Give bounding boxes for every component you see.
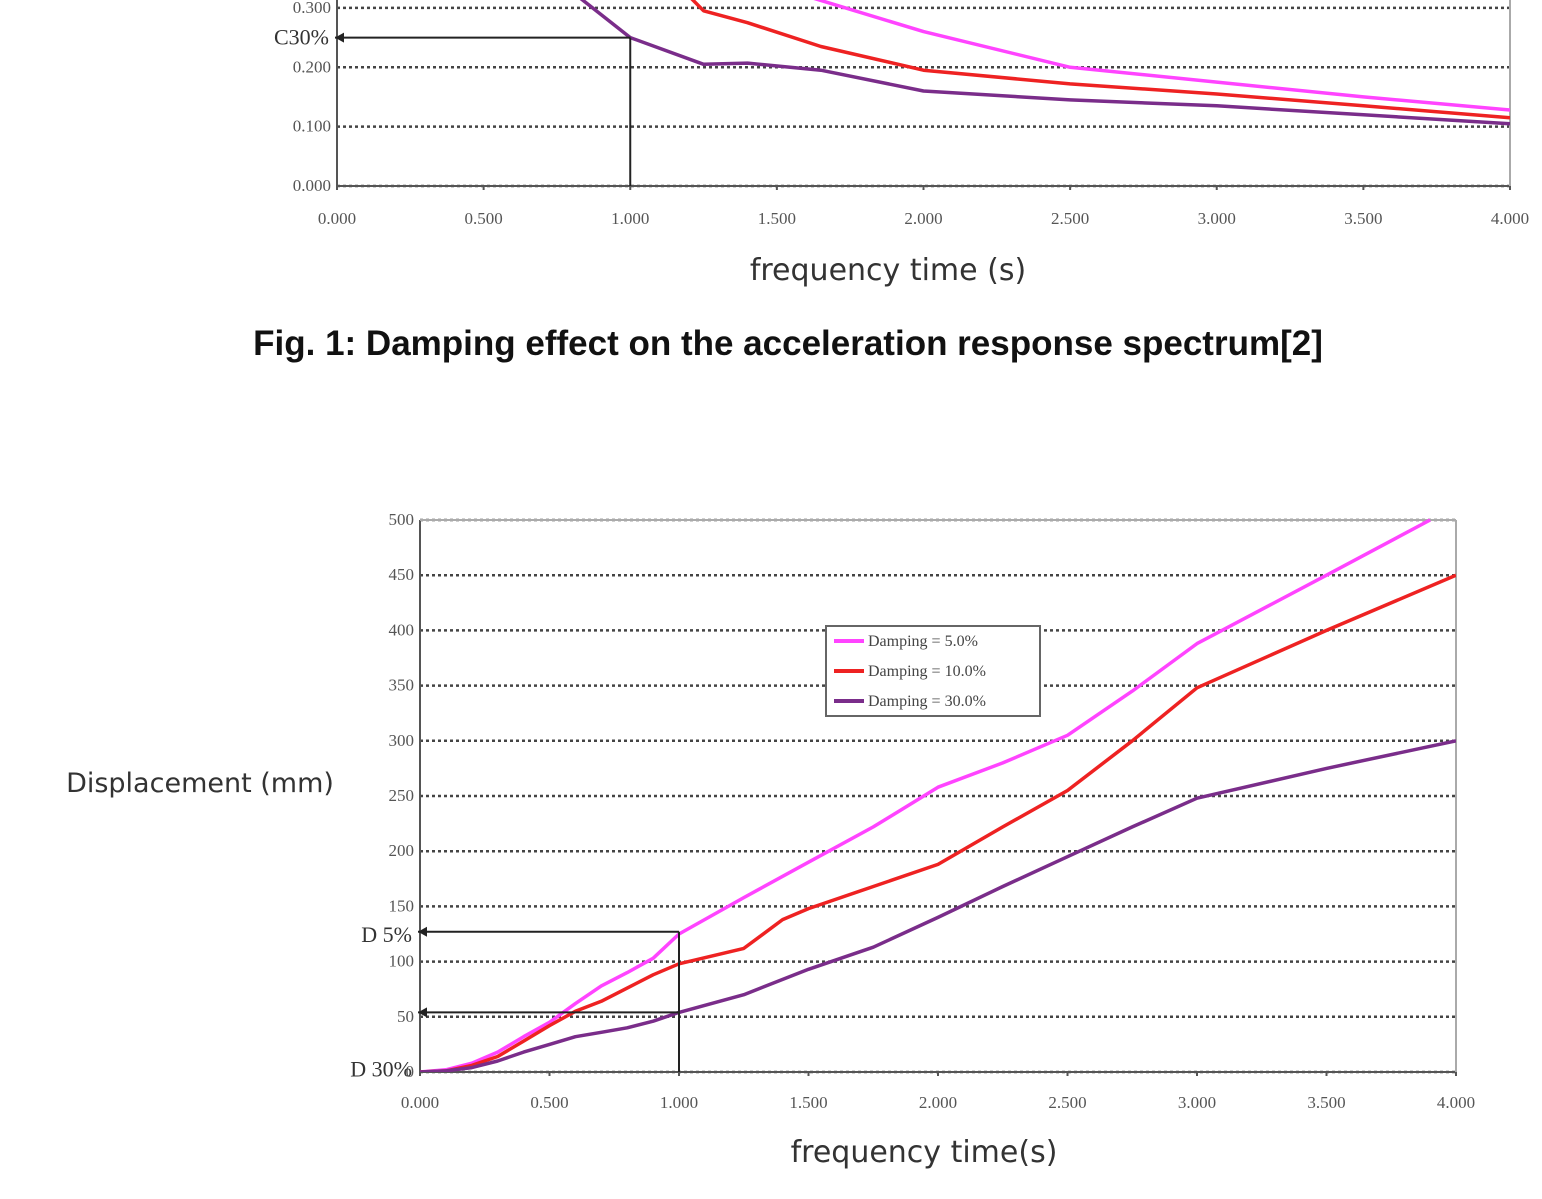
acc-y-tick-label: 0.200 — [293, 57, 331, 76]
acc-x-tick-label: 3.000 — [1198, 209, 1236, 228]
disp-annotation-arrow — [418, 926, 427, 937]
disp-y-tick-label: 500 — [389, 510, 415, 529]
disp-annotation-arrow — [418, 1007, 427, 1018]
disp-annotation-label: D 30% — [350, 1056, 412, 1081]
disp-y-tick-label: 350 — [389, 676, 415, 695]
acc-annotation-arrow — [335, 32, 344, 43]
acc-y-tick-label: 0.300 — [293, 0, 331, 17]
disp-x-tick-label: 0.000 — [401, 1093, 439, 1112]
acc-series-line-2 — [690, 0, 1510, 120]
disp-y-tick-label: 0 — [406, 1062, 415, 1081]
acc-x-tick-label: 1.000 — [611, 209, 649, 228]
acc-x-tick-label: 1.500 — [758, 209, 796, 228]
acc-x-tick-label: 0.500 — [465, 209, 503, 228]
disp-x-tick-label: 2.000 — [919, 1093, 957, 1112]
disp-y-tick-label: 300 — [389, 731, 415, 750]
displacement-chart-xlabel: frequency time(s) — [791, 1135, 1058, 1170]
disp-x-tick-label: 1.500 — [789, 1093, 827, 1112]
displacement-chart: 0 50 100 150 200 250 300 350 400 450 500 0.000 0.500… — [350, 510, 1475, 1112]
disp-y-tick-label: 400 — [389, 620, 415, 639]
disp-annotation-label: D 5% — [361, 922, 412, 947]
disp-series-line-2 — [420, 573, 1456, 1072]
disp-y-tick-label: 200 — [389, 841, 415, 860]
disp-x-tick-label: 2.500 — [1048, 1093, 1086, 1112]
acc-series-line-1 — [813, 0, 1510, 112]
disp-y-tick-label: 450 — [389, 565, 415, 584]
acceleration-chart-xlabel: frequency time (s) — [750, 253, 1026, 288]
displacement-chart-ylabel: Displacement (mm) — [66, 768, 334, 799]
acc-x-tick-label: 2.000 — [904, 209, 942, 228]
acc-annotation-label: C30% — [274, 25, 329, 50]
acc-x-tick-label: 3.500 — [1344, 209, 1382, 228]
disp-y-tick-label: 150 — [389, 896, 415, 915]
disp-y-tick-label: 50 — [397, 1007, 414, 1026]
displacement-chart-legend: Damping = 5.0% Damping = 10.0% Damping = 3… — [825, 625, 1041, 717]
disp-x-tick-label: 3.000 — [1178, 1093, 1216, 1112]
legend-label-3: Damping = 30.0% — [868, 693, 986, 710]
acc-y-tick-label: 0.100 — [293, 117, 331, 136]
disp-x-tick-label: 0.500 — [530, 1093, 568, 1112]
acc-x-tick-label: 2.500 — [1051, 209, 1089, 228]
acc-series-line-3 — [579, 0, 1510, 126]
acc-y-tick-label: 0.000 — [293, 176, 331, 195]
acc-series-group — [579, 0, 1510, 126]
acceleration-chart: 0.000 0.100 0.200 0.300 0.000 0.500 1.000 1.500… — [274, 0, 1529, 228]
legend-label-2: Damping = 10.0% — [868, 663, 986, 680]
disp-x-tick-label: 4.000 — [1437, 1093, 1475, 1112]
disp-y-tick-label: 250 — [389, 786, 415, 805]
legend-label-1: Damping = 5.0% — [868, 633, 978, 650]
disp-y-tick-label: 100 — [389, 952, 415, 971]
figure-caption: Fig. 1: Damping effect on the accelerati… — [253, 324, 1323, 363]
acc-x-tick-label: 0.000 — [318, 209, 356, 228]
disp-x-tick-label: 1.000 — [660, 1093, 698, 1112]
acc-x-tick-label: 4.000 — [1491, 209, 1529, 228]
disp-x-tick-label: 3.500 — [1307, 1093, 1345, 1112]
